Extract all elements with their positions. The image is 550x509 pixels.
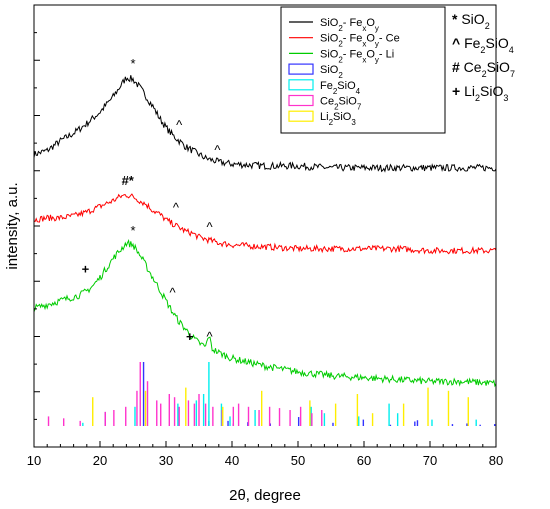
phase-key-entry: * SiO2	[452, 11, 490, 31]
x-tick-label: 60	[357, 453, 371, 468]
legend-label: Ce2SiO7	[320, 96, 362, 112]
legend-box-swatch	[288, 94, 314, 107]
phase-key-entry: # Ce2SiO7	[452, 59, 515, 79]
series-line-1	[33, 193, 497, 255]
x-axis-title: 2θ, degree	[229, 487, 301, 504]
peak-annotation: ^	[207, 219, 214, 234]
peak-annotation: ^	[173, 200, 180, 215]
peak-annotation: ^	[214, 142, 221, 157]
series-line-2	[33, 239, 497, 388]
x-tick-label: 10	[27, 453, 41, 468]
y-axis-title: intensity, a.u.	[4, 182, 21, 269]
reference-patterns	[47, 362, 496, 426]
data-series	[33, 75, 497, 388]
peak-annotation: *	[130, 56, 135, 71]
phase-key-entry: + Li2SiO3	[452, 83, 508, 103]
peak-annotations: * ^ ^ #* ^ ^ * + ^ + ^	[82, 56, 222, 344]
x-tick-label: 70	[423, 453, 437, 468]
peak-annotation: +	[186, 329, 194, 344]
legend-box-swatch	[288, 110, 314, 122]
legend-box	[280, 6, 446, 134]
legend-label: Fe2SiO4	[320, 80, 361, 96]
phase-key-entry: ^ Fe2SiO4	[452, 35, 514, 55]
x-axis: 10 20 30 40 50 60 70 80	[27, 441, 503, 468]
legend-box-swatch	[288, 79, 314, 91]
peak-annotation: +	[82, 262, 90, 277]
x-tick-label: 30	[159, 453, 173, 468]
x-tick-label: 50	[291, 453, 305, 468]
peak-annotation: ^	[170, 285, 177, 300]
phase-key: * SiO2 ^ Fe2SiO4 # Ce2SiO7 + Li2SiO3	[452, 11, 515, 103]
legend-box-swatch	[288, 63, 314, 75]
peak-annotation: *	[130, 223, 135, 238]
peak-annotation: ^	[176, 117, 183, 132]
x-tick-label: 40	[225, 453, 239, 468]
peak-annotation: #*	[122, 173, 135, 188]
x-tick-label: 20	[93, 453, 107, 468]
peak-annotation: ^	[207, 329, 214, 344]
series-line-0	[33, 75, 497, 173]
legend-label: SiO2	[320, 64, 343, 80]
y-axis	[34, 32, 40, 420]
x-tick-label: 80	[489, 453, 503, 468]
